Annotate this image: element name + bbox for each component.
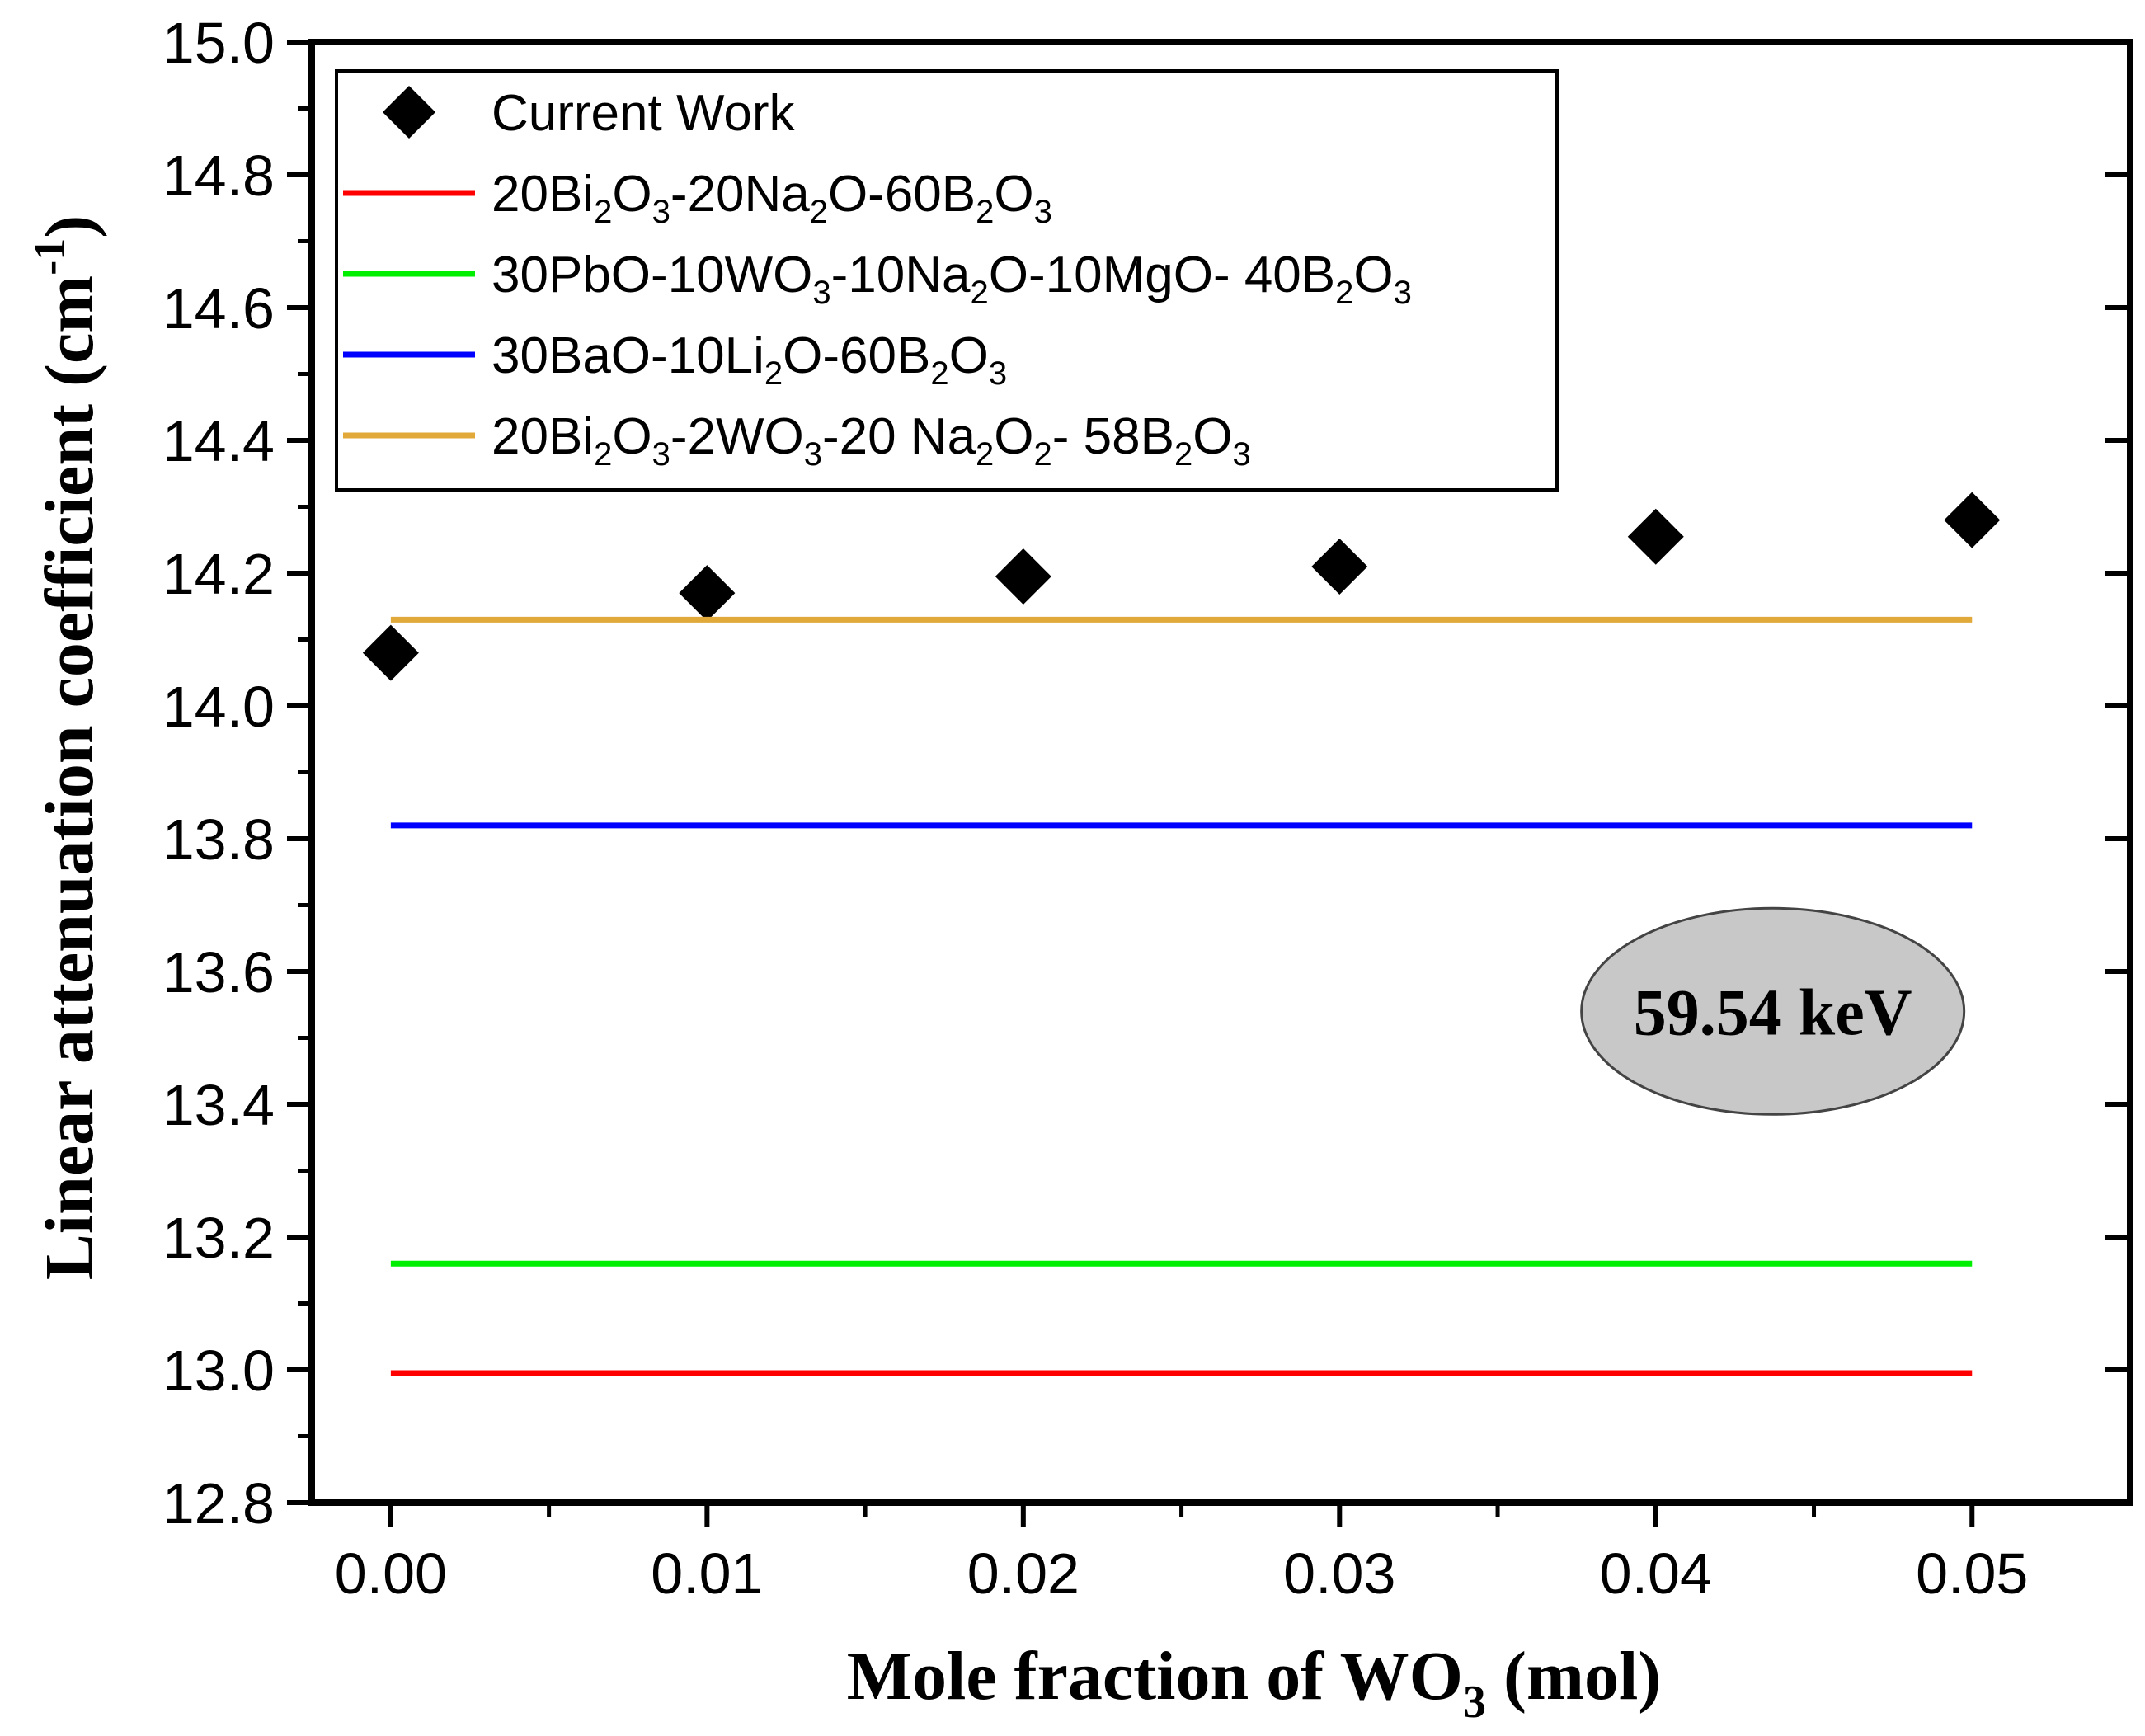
y-tick-label: 14.6 (162, 276, 275, 341)
y-tick-label: 13.2 (162, 1206, 275, 1270)
y-tick-label: 13.0 (162, 1338, 275, 1403)
data-point-diamond (679, 565, 736, 622)
y-tick-label: 13.4 (162, 1073, 275, 1137)
y-axis-ticks: 12.8 13.0 13.2 13.4 13.6 13.8 14.0 14.2 14.4 14.6… (162, 11, 2130, 1536)
legend-box (335, 69, 1559, 492)
legend-label: 20Bi2O3-2WO3-20 Na2O2- 58B2O3 (492, 408, 1251, 473)
y-tick-label: 14.4 (162, 409, 275, 473)
x-tick-label: 0.01 (651, 1541, 763, 1606)
series-layer (362, 492, 2001, 1376)
data-point-diamond (362, 624, 419, 681)
data-point-diamond (1311, 538, 1368, 595)
y-tick-label: 12.8 (162, 1471, 275, 1536)
legend-label: 30PbO-10WO3-10Na2O-10MgO- 40B2O3 (492, 247, 1412, 311)
annotation-ellipse (1580, 906, 1966, 1116)
x-tick-label: 0.04 (1600, 1541, 1712, 1606)
x-tick-label: 0.00 (335, 1541, 447, 1606)
annotation-label: 59.54 keV (1634, 976, 1912, 1049)
y-tick-label: 14.2 (162, 542, 275, 606)
data-point-diamond (1627, 508, 1684, 565)
legend: Current Work 20Bi2O3-20Na2O-60B2O3 30PbO-1… (335, 69, 1559, 492)
legend-label: Current Work (492, 85, 795, 142)
x-axis-title: Mole fraction of WO3 (mol) (847, 1638, 1662, 1728)
legend-label: 30BaO-10Li2O-60B2O3 (492, 327, 1007, 392)
y-tick-label: 13.6 (162, 940, 275, 1004)
x-tick-label: 0.02 (967, 1541, 1080, 1606)
legend-swatch-diamond (383, 86, 435, 139)
x-axis-ticks: 0.00 0.01 0.02 0.03 0.04 0.05 (335, 1503, 2028, 1606)
y-tick-label: 13.8 (162, 807, 275, 872)
data-point-diamond (1944, 492, 2001, 548)
data-point-diamond (995, 548, 1051, 605)
annotation-layer: 59.54 keV (1580, 906, 1966, 1116)
y-tick-label: 14.8 (162, 143, 275, 208)
legend-label: 20Bi2O3-20Na2O-60B2O3 (492, 166, 1052, 230)
y-tick-label: 15.0 (162, 11, 275, 75)
y-tick-label: 14.0 (162, 675, 275, 739)
x-tick-label: 0.03 (1283, 1541, 1395, 1606)
x-tick-label: 0.05 (1916, 1541, 2028, 1606)
y-axis-title: Linear attenuation coefficient (cm-1) (25, 215, 108, 1280)
